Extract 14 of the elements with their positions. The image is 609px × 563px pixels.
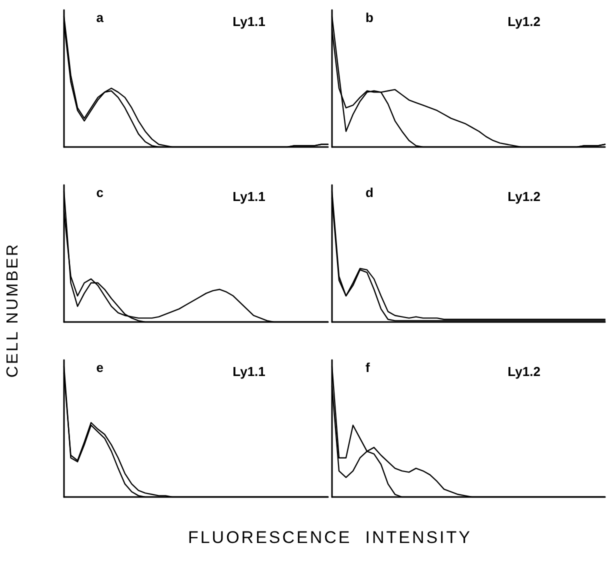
chart-title: d bbox=[365, 185, 374, 200]
chart-subtitle: Ly1.1 bbox=[232, 14, 266, 29]
chart-subtitle: Ly1.2 bbox=[508, 189, 540, 204]
chart-title: c bbox=[96, 185, 104, 200]
chart-title: f bbox=[365, 360, 370, 375]
chart-subtitle: Ly1.2 bbox=[508, 14, 540, 29]
chart-title: e bbox=[96, 360, 104, 375]
chart-title: a bbox=[96, 10, 104, 25]
x-axis-title: FLUORESCENCE INTENSITY bbox=[186, 528, 474, 548]
y-axis-title: CELL NUMBER bbox=[5, 242, 23, 378]
chart-subtitle: Ly1.2 bbox=[508, 364, 540, 379]
chart-subtitle: Ly1.1 bbox=[232, 364, 266, 379]
chart-subtitle: Ly1.1 bbox=[232, 189, 266, 204]
chart-title: b bbox=[365, 10, 374, 25]
